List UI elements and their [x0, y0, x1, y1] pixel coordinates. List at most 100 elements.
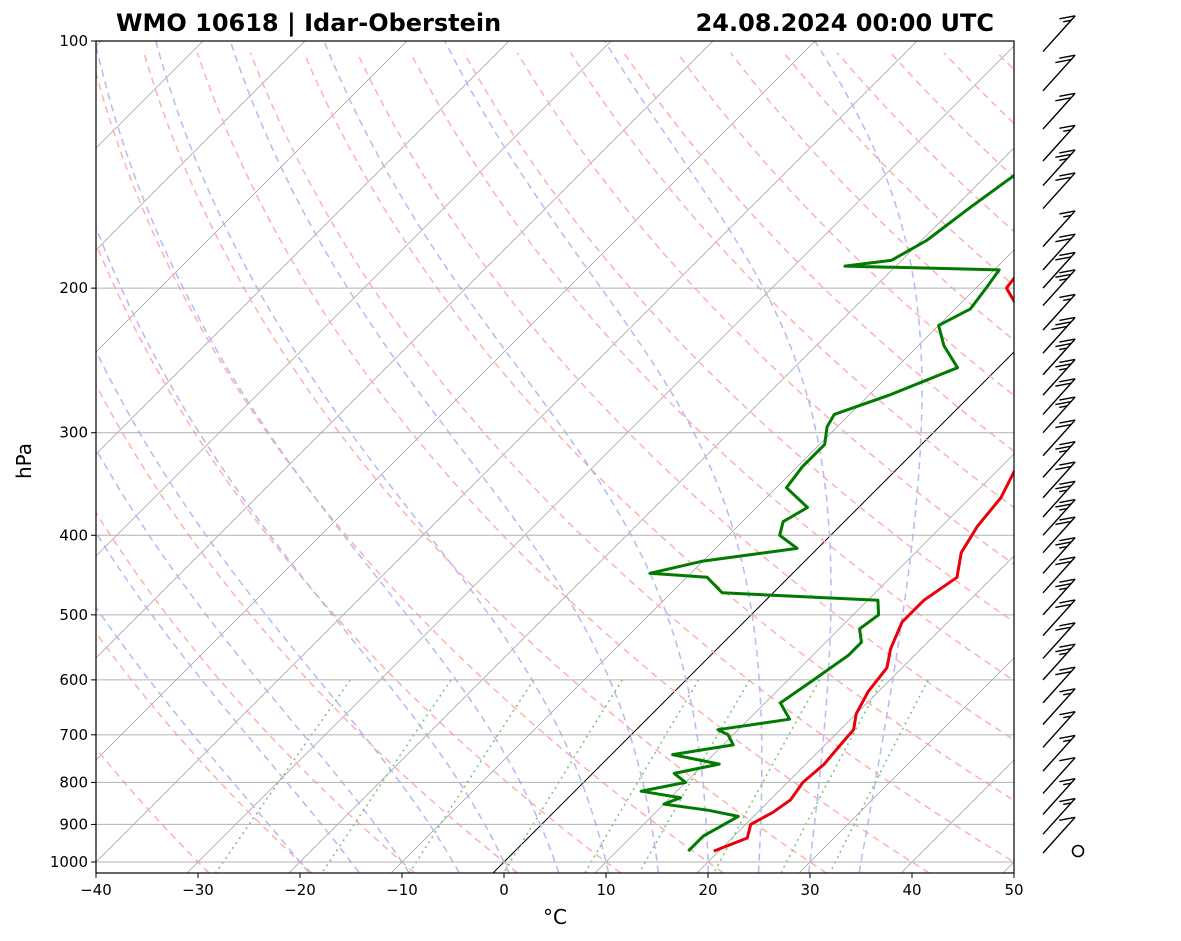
- wind-barb: [1042, 440, 1076, 478]
- dry-adiabat-line: [96, 70, 724, 873]
- wind-barb: [1042, 734, 1076, 772]
- wind-barb-feather: [1055, 560, 1072, 566]
- y-tick-label: 100: [59, 32, 88, 50]
- wind-barb-staff: [1042, 317, 1076, 354]
- wind-barb-feather: [1055, 582, 1072, 588]
- wind-barb-staff: [1042, 419, 1076, 457]
- wind-barb-staff: [1042, 294, 1076, 331]
- dry-adiabat-line: [96, 631, 313, 873]
- background-lines: [96, 41, 1014, 873]
- wind-barb-feather: [1055, 363, 1072, 368]
- wind-barb-feather: [1059, 643, 1076, 648]
- wind-barb: [1042, 396, 1076, 434]
- wind-barb: [1042, 316, 1076, 354]
- dry-adiabat-line: [303, 52, 1014, 802]
- dry-adiabat-line: [249, 52, 1014, 863]
- x-axis-label: °C: [543, 905, 567, 929]
- dry-adiabat-line: [143, 52, 827, 873]
- wind-barb-feather: [1055, 342, 1072, 348]
- isotherm-line: [96, 41, 306, 251]
- wind-barb-staff: [1042, 233, 1076, 271]
- wind-barb-feather: [1055, 273, 1072, 279]
- wind-barb-feather: [1059, 449, 1068, 453]
- temperature-profile: [713, 275, 1014, 853]
- wind-barb-feather: [1055, 465, 1072, 471]
- x-tick-label: 10: [596, 881, 615, 899]
- wind-barb-feather: [1059, 338, 1076, 343]
- y-tick-label: 1000: [50, 853, 88, 871]
- mixing-ratio-line: [584, 679, 700, 873]
- wind-barb: [1042, 338, 1076, 376]
- wind-barb-staff: [1042, 537, 1076, 574]
- wind-barb-staff: [1042, 499, 1076, 536]
- wind-barb: [1042, 688, 1076, 725]
- wind-barb-feather: [1059, 396, 1076, 401]
- wind-barb-staff: [1042, 516, 1076, 554]
- wind-barb-feather: [1059, 378, 1076, 383]
- wind-barb-staff: [1042, 578, 1076, 616]
- wind-barb: [1042, 293, 1076, 331]
- dewpoint-profile: [639, 173, 1014, 853]
- wind-barb: [1042, 778, 1076, 815]
- wind-barb-feather: [1059, 507, 1068, 511]
- mixing-ratio-line: [638, 679, 751, 873]
- sounding-profiles: [639, 173, 1014, 853]
- wind-barb-feather: [1059, 278, 1068, 281]
- wind-barb-feather: [1059, 480, 1076, 486]
- wind-barb-feather: [1059, 578, 1076, 583]
- chart-title-right: 24.08.2024 00:00 UTC: [696, 9, 994, 37]
- wind-barb-feather: [1055, 670, 1072, 676]
- y-tick-label: 500: [59, 606, 88, 624]
- dry-adiabat-line: [96, 383, 519, 873]
- wind-barb-feather: [1059, 498, 1076, 504]
- x-tick-label: 20: [698, 881, 717, 899]
- wind-barb: [1042, 599, 1076, 637]
- moist-adiabat-line: [323, 41, 710, 873]
- wind-barb-feather: [1059, 124, 1076, 129]
- wind-barb-feather: [1059, 556, 1076, 561]
- wind-barb: [1042, 622, 1076, 659]
- moist-adiabat-line: [96, 531, 360, 873]
- mixing-ratio-line: [409, 679, 535, 873]
- wind-barb: [1042, 172, 1076, 210]
- dry-adiabat-line: [409, 52, 1014, 682]
- moist-adiabat-line: [444, 41, 763, 873]
- wind-barb-staff: [1042, 798, 1076, 835]
- wind-barb-staff: [1042, 252, 1076, 289]
- y-tick-label: 400: [59, 526, 88, 544]
- x-tick-label: 30: [800, 881, 819, 899]
- wind-barb-feather: [1059, 734, 1076, 740]
- y-tick-label: 200: [59, 279, 88, 297]
- wind-barb-staff: [1042, 556, 1076, 594]
- wind-barb: [1042, 643, 1076, 681]
- wind-barb-feather: [1059, 461, 1076, 466]
- dry-adiabat-line: [96, 241, 622, 873]
- wind-barb-feather: [1059, 251, 1076, 257]
- wind-barb-feather: [1059, 347, 1068, 351]
- wind-barb: [1042, 816, 1076, 854]
- wind-barb-staff: [1042, 396, 1076, 434]
- wind-barb-feather: [1059, 158, 1068, 162]
- wind-barb-feather: [1055, 541, 1072, 546]
- isotherm-line: [96, 41, 714, 659]
- wind-barb-feather: [1055, 626, 1072, 631]
- wind-barb: [1042, 516, 1076, 554]
- wind-barb: [1042, 666, 1076, 704]
- y-tick-label: 800: [59, 773, 88, 791]
- wind-barb-staff: [1042, 359, 1076, 396]
- wind-barb-feather: [1055, 237, 1072, 243]
- wind-barb-staff: [1042, 15, 1076, 53]
- isotherm-line: [96, 41, 612, 557]
- wind-barb-feather: [1063, 782, 1072, 786]
- moist-adiabat-line: [814, 41, 923, 873]
- wind-barb: [1042, 536, 1076, 574]
- x-tick-label: −40: [80, 881, 112, 899]
- wind-barb-staff: [1042, 338, 1076, 376]
- wind-barb: [1071, 844, 1085, 858]
- y-tick-label: 300: [59, 424, 88, 442]
- x-tick-label: −10: [386, 881, 418, 899]
- wind-barb: [1042, 419, 1076, 457]
- wind-barb-staff: [1042, 441, 1076, 478]
- wind-barb-feather: [1055, 176, 1072, 182]
- wind-barb-feather: [1059, 149, 1076, 154]
